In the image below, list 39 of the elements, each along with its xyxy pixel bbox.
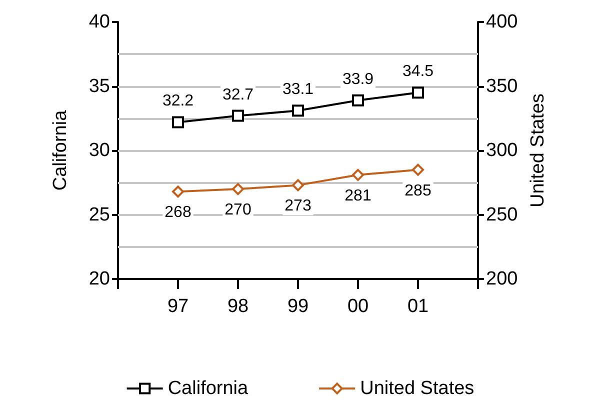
y2-tick-label: 400	[486, 12, 518, 32]
y-tick-label: 35	[88, 76, 110, 97]
data-label: 270	[224, 202, 252, 219]
x-tick-label: 00	[347, 296, 369, 317]
point	[232, 183, 244, 196]
data-label: 33.9	[342, 70, 374, 88]
y-tick-label: 25	[88, 204, 110, 226]
y-tick-label: 40	[88, 12, 110, 32]
x-tick-label: 97	[167, 296, 189, 317]
y-tick-label: 20	[88, 268, 110, 290]
y2-tick-label: 350	[486, 76, 518, 97]
point	[232, 110, 244, 122]
y2-tick-label: 200	[486, 268, 518, 290]
data-label: 32.2	[162, 92, 194, 110]
point	[412, 164, 424, 176]
data-label: 273	[284, 198, 312, 215]
y-tick-label: 30	[88, 140, 110, 161]
legend-label: United States	[360, 378, 474, 399]
x-tick-label: 01	[407, 296, 429, 317]
data-label: 268	[164, 204, 192, 222]
y2-tick-label: 250	[486, 204, 518, 226]
point	[352, 94, 364, 106]
point	[292, 104, 304, 117]
y2-axis-title: United States	[528, 93, 549, 208]
y2-tick-label: 300	[486, 140, 518, 161]
y-axis-title: California	[50, 110, 71, 191]
x-tick-label: 98	[227, 296, 249, 317]
data-label: 33.1	[282, 81, 314, 98]
point	[412, 86, 424, 99]
point	[352, 168, 364, 181]
data-label: 32.7	[222, 86, 254, 104]
legend-label: California	[168, 378, 249, 399]
point	[172, 116, 184, 128]
data-label: 285	[404, 182, 432, 200]
data-label: 34.5	[402, 63, 434, 80]
point	[292, 179, 304, 192]
point	[172, 186, 184, 198]
data-label: 281	[344, 187, 372, 204]
x-tick-label: 99	[287, 296, 309, 317]
